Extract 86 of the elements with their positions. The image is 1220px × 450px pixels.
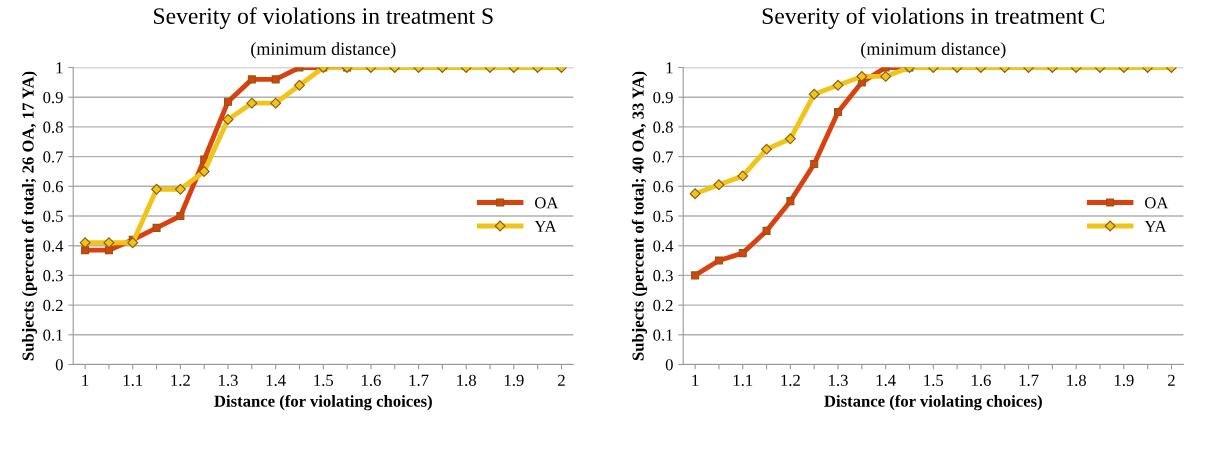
y-tick-label: 0: [55, 359, 63, 371]
point: [786, 197, 795, 206]
y-tick-label: 0.3: [653, 270, 673, 282]
x-tick-label: 1.6: [971, 374, 991, 387]
x-tick-label: 2: [1168, 374, 1175, 386]
x-tick-label: 1.3: [829, 374, 848, 387]
y-tick-label: 0.9: [653, 91, 673, 104]
point: [246, 97, 258, 109]
y-tick-label: 0.1: [653, 329, 673, 341]
point: [808, 88, 820, 100]
y-tick-label: 0.2: [653, 299, 673, 312]
x-tick-label: 1.8: [1067, 374, 1086, 387]
y-tick-label: 0.7: [43, 151, 63, 163]
point: [127, 237, 139, 249]
x-tick-label: 1.5: [314, 374, 334, 387]
x-tick-label: 1.7: [409, 374, 429, 387]
y-tick-label: 0.8: [653, 121, 673, 133]
point: [784, 133, 796, 145]
point: [198, 165, 210, 177]
y-tick-label: 0.7: [653, 151, 673, 163]
point: [271, 75, 280, 84]
point: [833, 108, 843, 117]
x-tick-label: 1.6: [361, 374, 381, 387]
point: [247, 75, 256, 84]
x-tick-label: 1.7: [1019, 374, 1039, 387]
y-tick-label: 1: [666, 62, 673, 74]
y-tick-label: 0.1: [43, 329, 63, 341]
point: [762, 226, 771, 235]
x-tick-label: 1.1: [123, 374, 143, 387]
x-tick-label: 1.2: [171, 374, 190, 387]
point: [174, 183, 186, 195]
y-tick-label: 0.6: [43, 181, 63, 193]
x-tick-label: 1.4: [876, 374, 896, 387]
y-tick-label: 0.9: [43, 91, 63, 104]
y-tick-label: 0.4: [653, 240, 674, 252]
point: [714, 256, 723, 265]
y-tick-label: 0.3: [43, 270, 63, 282]
chart-title: Severity of violations in treatment C: [762, 7, 1105, 29]
x-tick-label: 1: [692, 374, 699, 386]
point: [152, 223, 161, 232]
point: [738, 249, 747, 258]
point: [79, 237, 91, 249]
point: [103, 237, 115, 249]
x-tick-label: 1.5: [924, 374, 944, 387]
y-tick-label: 0: [665, 359, 673, 371]
x-tick-label: 1.9: [504, 374, 524, 387]
point: [270, 97, 282, 109]
y-tick-label: 1: [56, 62, 63, 74]
point: [104, 246, 113, 255]
point: [713, 179, 725, 191]
point: [691, 271, 700, 280]
y-tick-label: 0.4: [43, 240, 64, 252]
chart-title: Severity of violations in treatment S: [154, 7, 493, 29]
x-tick-label: 1.9: [1114, 374, 1134, 387]
y-tick-label: 0.6: [653, 181, 673, 193]
legend-label: YA: [1144, 220, 1167, 232]
x-tick-label: 1.3: [219, 374, 238, 387]
point: [294, 79, 305, 91]
point: [176, 211, 185, 221]
x-tick-label: 1: [82, 374, 89, 386]
legend-label: OA: [1145, 197, 1169, 209]
x-tick-label: 1.8: [457, 374, 476, 387]
y-axis-title: Subjects (percent of total; 40 OA, 33 YA): [631, 71, 648, 361]
y-tick-label: 0.5: [653, 210, 673, 223]
y-tick-label: 0.2: [43, 299, 63, 312]
y-tick-label: 0.5: [43, 210, 63, 223]
point: [222, 114, 234, 125]
chart-subtitle: (minimum distance): [251, 42, 396, 59]
point: [223, 97, 233, 106]
chart-subtitle: (minimum distance): [861, 42, 1006, 59]
x-axis-title: Distance (for violating choices): [824, 394, 1042, 411]
point: [151, 183, 163, 195]
y-tick-label: 0.8: [43, 121, 63, 133]
x-tick-label: 1.1: [733, 374, 753, 387]
point: [689, 188, 701, 200]
legend-label: OA: [535, 197, 559, 209]
point: [761, 143, 773, 155]
point: [81, 246, 90, 255]
x-axis-title: Distance (for violating choices): [214, 394, 432, 411]
legend-label: YA: [534, 220, 557, 232]
y-axis-title: Subjects (percent of total; 26 OA, 17 YA): [21, 71, 38, 361]
point: [737, 170, 749, 182]
x-tick-label: 1.4: [266, 374, 286, 387]
point: [810, 159, 819, 169]
x-tick-label: 1.2: [781, 374, 800, 387]
x-tick-label: 2: [558, 374, 565, 386]
